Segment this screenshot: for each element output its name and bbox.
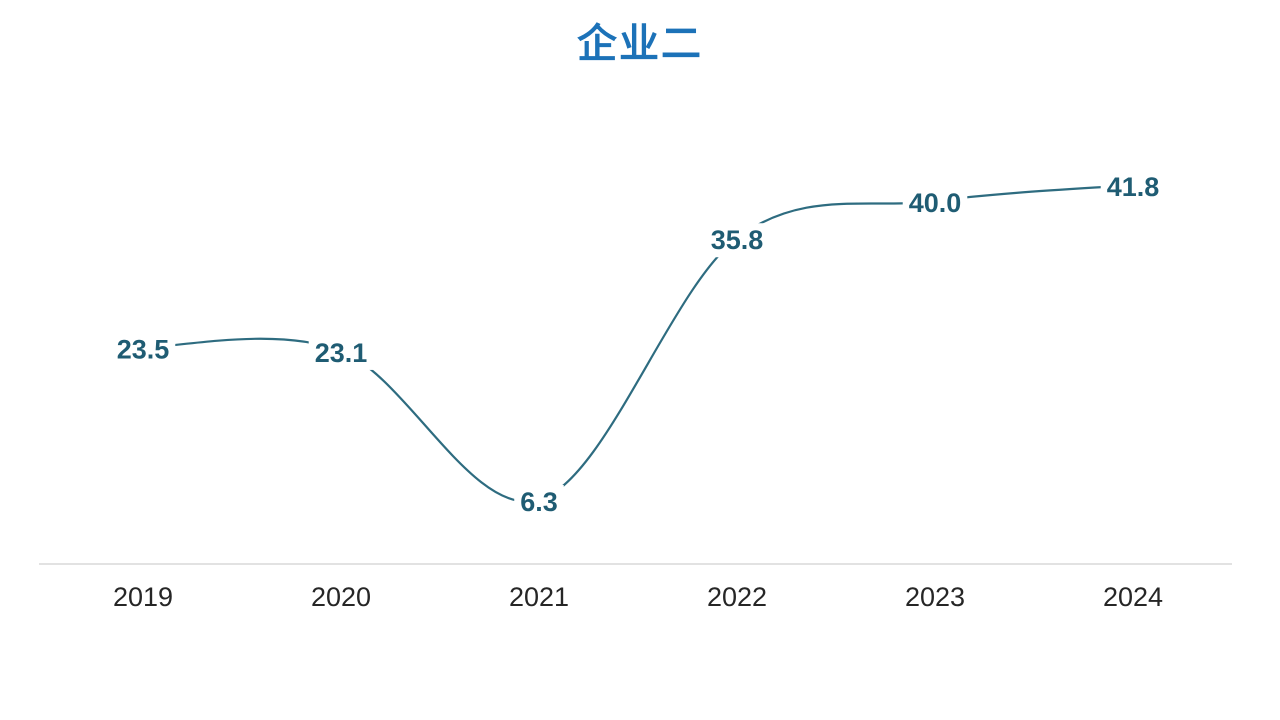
data-label: 23.5 — [117, 334, 170, 364]
x-tick-label: 2019 — [113, 582, 173, 612]
data-label-mask — [308, 335, 374, 370]
data-label: 41.8 — [1107, 172, 1160, 202]
x-tick-label: 2021 — [509, 582, 569, 612]
x-tick-label: 2022 — [707, 582, 767, 612]
data-label-mask — [704, 223, 770, 258]
data-label-mask — [514, 485, 564, 519]
data-label-mask — [902, 185, 968, 220]
data-label: 40.0 — [909, 188, 962, 218]
data-label-mask — [1100, 170, 1166, 204]
data-label: 6.3 — [520, 487, 558, 517]
series-line — [141, 183, 1135, 503]
data-label: 35.8 — [711, 225, 764, 255]
chart-title: 企业二 — [577, 22, 703, 66]
data-label-mask — [110, 332, 176, 367]
x-tick-label: 2024 — [1103, 582, 1163, 612]
x-tick-label: 2020 — [311, 582, 371, 612]
data-label: 23.1 — [315, 338, 368, 368]
x-tick-label: 2023 — [905, 582, 965, 612]
